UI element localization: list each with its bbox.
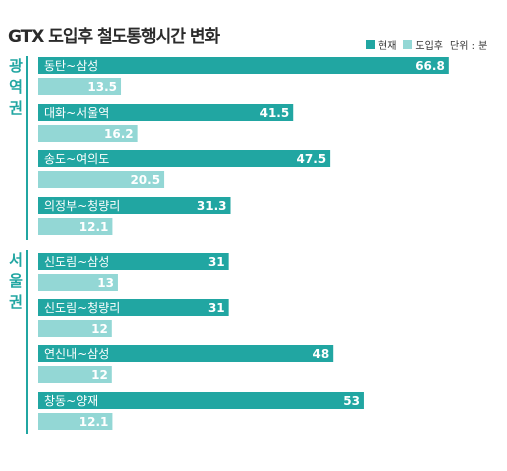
legend-label-after: 도입후 <box>415 41 444 52</box>
group-label-seoul-char: 권 <box>9 293 23 311</box>
data-label-current: 31.3 <box>197 199 227 213</box>
group-label-seoul: 서 울 권 <box>6 250 26 313</box>
group-label-metro: 광 역 권 <box>6 56 26 119</box>
data-label-current: 31 <box>208 255 225 269</box>
category-label: 의정부~청량리 <box>44 199 120 213</box>
category-label: 신도림~청량리 <box>44 301 120 315</box>
bar-after <box>38 218 113 235</box>
legend: 현재 도입후 단위 : 분 <box>366 37 494 52</box>
category-label: 대화~서울역 <box>44 106 109 120</box>
bar-current <box>38 57 449 74</box>
data-label-current: 48 <box>312 347 329 361</box>
bar-after <box>38 320 112 337</box>
bar-current <box>38 104 294 121</box>
data-label-after: 13.5 <box>87 80 117 94</box>
bar-current <box>38 392 364 409</box>
bar-after <box>38 274 118 291</box>
category-label: 송도~여의도 <box>44 152 109 166</box>
data-label-current: 53 <box>343 394 360 408</box>
bar-after <box>38 171 165 188</box>
legend-swatch-current <box>366 40 375 49</box>
category-label: 동탄~삼성 <box>44 59 98 73</box>
bar-current <box>38 345 334 362</box>
bar-current <box>38 299 229 316</box>
bar-current <box>38 253 229 270</box>
group-label-seoul-char: 서 <box>9 251 23 269</box>
group-divider-metro <box>26 56 28 240</box>
unit-text: 단위 : 분 <box>450 41 488 52</box>
data-label-after: 20.5 <box>130 173 160 187</box>
data-label-after: 12 <box>91 368 108 382</box>
data-label-current: 47.5 <box>297 152 327 166</box>
chart-title: GTX 도입후 철도통행시간 변화 <box>8 27 220 47</box>
group-label-seoul-char: 울 <box>9 272 23 290</box>
legend-item-after: 도입후 <box>403 37 443 52</box>
data-label-after: 13 <box>97 276 114 290</box>
data-label-current: 66.8 <box>415 59 445 73</box>
group-label-metro-char: 역 <box>9 78 23 96</box>
group-divider-seoul <box>26 250 28 434</box>
group-label-metro-char: 권 <box>9 99 23 117</box>
bar-after <box>38 78 122 95</box>
category-label: 연신내~삼성 <box>44 347 109 361</box>
data-label-after: 12.1 <box>79 415 109 429</box>
legend-label-current: 현재 <box>378 41 397 52</box>
data-label-after: 12.1 <box>79 220 109 234</box>
data-label-current: 31 <box>208 301 225 315</box>
legend-item-current: 현재 <box>366 37 396 52</box>
data-label-after: 16.2 <box>104 127 134 141</box>
bar-current <box>38 197 231 214</box>
category-label: 창동~양재 <box>44 394 98 408</box>
bar-after <box>38 413 113 430</box>
group-label-metro-char: 광 <box>9 57 23 75</box>
bar-after <box>38 125 138 142</box>
category-label: 신도림~삼성 <box>44 255 109 269</box>
data-label-after: 12 <box>91 322 108 336</box>
data-label-current: 41.5 <box>260 106 290 120</box>
bar-current <box>38 150 331 167</box>
legend-swatch-after <box>403 40 413 49</box>
bar-after <box>38 366 112 383</box>
unit-label: 단위 : 분 <box>450 37 487 52</box>
